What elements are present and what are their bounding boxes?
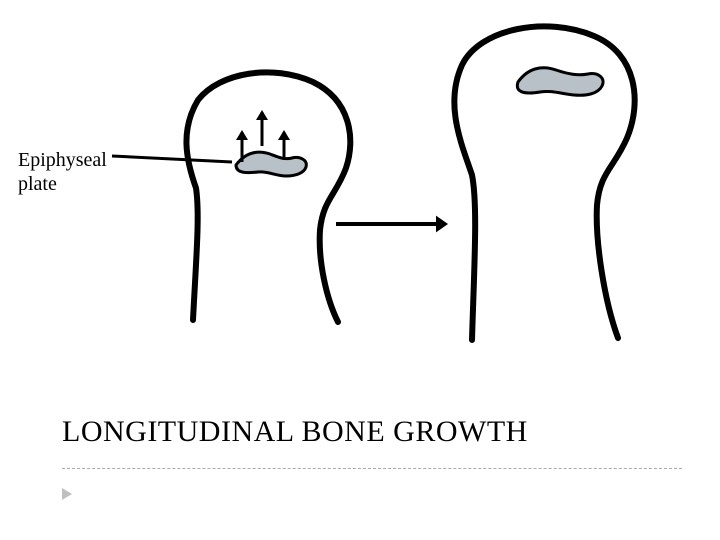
progress-arrow-head <box>436 216 448 233</box>
progress-arrow <box>0 0 720 540</box>
page-title: LONGITUDINAL BONE GROWTH <box>62 415 528 449</box>
divider-line <box>62 468 682 469</box>
bullet-icon <box>62 488 72 500</box>
